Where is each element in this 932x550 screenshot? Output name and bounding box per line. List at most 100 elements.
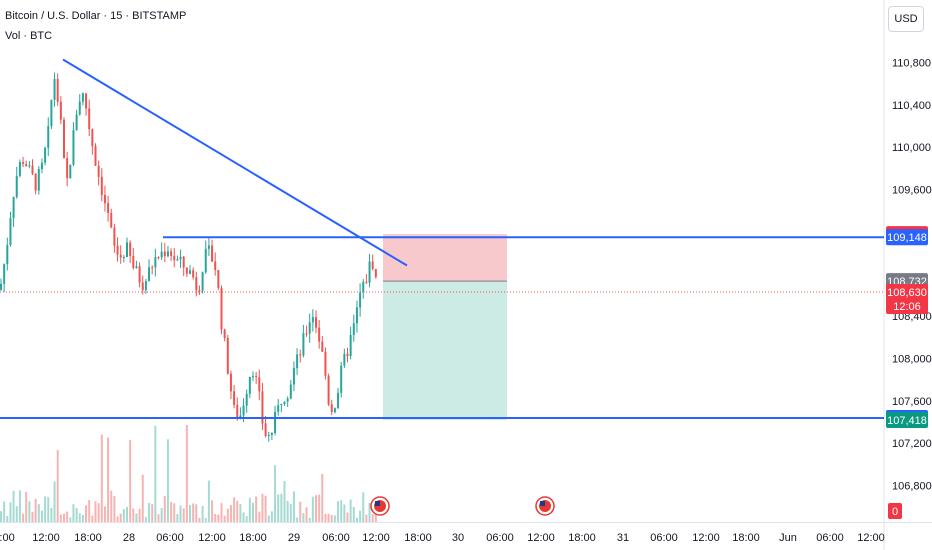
currency-button[interactable]: USD <box>888 6 924 32</box>
candle-body <box>198 290 201 292</box>
candle-body <box>277 405 280 412</box>
volume-bar <box>28 501 31 522</box>
candle-body <box>9 218 12 246</box>
volume-bar <box>343 504 346 522</box>
volume-bar <box>321 473 324 522</box>
volume-bar <box>207 480 210 522</box>
volume-legend[interactable]: Vol · BTC <box>5 30 53 42</box>
volume-bar <box>267 515 270 522</box>
volume-bar <box>270 511 273 522</box>
volume-bar <box>15 506 18 522</box>
candle-body <box>280 403 283 406</box>
candle-body <box>22 162 25 164</box>
candle-body <box>122 256 125 258</box>
volume-bar <box>47 497 50 522</box>
candle-body <box>113 227 116 246</box>
x-tick-label: Jun <box>779 532 797 544</box>
volume-bar <box>355 517 358 522</box>
candle-body <box>327 375 330 405</box>
x-tick-label: 06:00 <box>486 532 514 544</box>
volume-bar <box>107 437 110 522</box>
volume-bar <box>198 517 201 522</box>
price-badge-label: 107,418 <box>887 415 927 427</box>
candle-body <box>81 93 84 102</box>
candle-body <box>248 376 251 394</box>
volume-bar <box>91 515 94 522</box>
candle-body <box>201 272 204 291</box>
volume-bar <box>286 500 289 522</box>
volume-bar <box>211 500 214 522</box>
x-tick-label: 12:00 <box>692 532 720 544</box>
price-badge: 108,630 12:06 <box>886 283 928 314</box>
candle-body <box>15 175 18 198</box>
x-tick-label: 06:00 <box>816 532 844 544</box>
candle-body <box>132 255 135 268</box>
candle-body <box>56 78 59 102</box>
symbol-title[interactable]: Bitcoin / U.S. Dollar · 15 · BITSTAMP <box>5 10 187 22</box>
volume-bar <box>264 495 267 522</box>
x-tick-label: 18:00 <box>568 532 596 544</box>
volume-bar <box>141 474 144 522</box>
y-tick-label: 106,800 <box>892 480 932 492</box>
volume-bar <box>94 501 97 522</box>
volume-bar <box>97 503 100 522</box>
volume-bar <box>261 493 264 522</box>
volume-bar <box>185 424 188 522</box>
volume-bar <box>163 495 166 522</box>
candle-body <box>37 169 40 191</box>
volume-bar <box>157 514 160 522</box>
volume-bar <box>66 511 69 522</box>
volume-bar <box>189 505 191 522</box>
candle-body <box>318 327 321 342</box>
volume-bar <box>296 517 299 522</box>
volume-bar <box>346 512 349 522</box>
y-tick-label: 110,400 <box>892 100 931 112</box>
candle-body <box>311 317 314 323</box>
volume-bar <box>359 510 362 522</box>
volume-bar <box>305 507 308 522</box>
candle-body <box>78 101 81 115</box>
volume-bar <box>56 450 59 522</box>
candle-body <box>151 267 154 269</box>
candle-body <box>72 130 75 165</box>
y-tick-label: 107,200 <box>892 438 932 450</box>
candle-body <box>368 261 371 283</box>
volume-bar <box>179 505 182 522</box>
candle-body <box>53 78 56 100</box>
candle-body <box>337 392 340 409</box>
candle-body <box>217 269 220 288</box>
currency-label: USD <box>894 13 918 25</box>
volume-bar <box>201 505 204 522</box>
candle-body <box>239 415 242 419</box>
volume-bar <box>85 505 88 522</box>
volume-bar <box>233 497 236 522</box>
volume-bar <box>25 492 28 522</box>
candle-body <box>91 129 94 147</box>
candle-body <box>302 333 305 356</box>
candle-body <box>321 341 324 352</box>
candle-body <box>135 266 138 268</box>
y-tick-label: 109,600 <box>892 184 932 196</box>
candle-body <box>233 391 236 405</box>
x-tick-label: 18:00 <box>239 532 267 544</box>
candle-body <box>220 287 223 330</box>
volume-bar <box>239 504 242 522</box>
candle-body <box>204 248 207 273</box>
candle-body <box>75 114 78 131</box>
y-tick-label: 110,000 <box>892 142 931 154</box>
volume-bar <box>34 498 37 522</box>
volume-bar <box>280 493 283 522</box>
x-tick-label: 12:00 <box>857 532 885 544</box>
price-badge-bg <box>886 283 928 314</box>
candle-body <box>88 108 91 130</box>
candle-body <box>40 162 43 170</box>
candle-body <box>129 242 132 256</box>
volume-bar <box>255 496 258 522</box>
volume-bar <box>78 513 81 522</box>
volume-bar <box>9 502 12 522</box>
volume-bar <box>292 491 295 522</box>
volume-bar <box>324 513 327 522</box>
candle-body <box>103 195 106 204</box>
